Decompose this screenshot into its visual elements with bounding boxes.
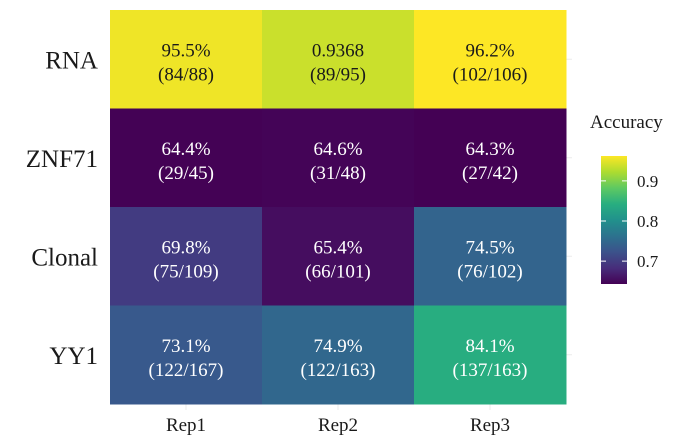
y-axis: RNA ZNF71 Clonal YY1 [26, 47, 98, 370]
cell-count-label: (102/106) [453, 64, 528, 85]
cell-count-label: (31/48) [310, 163, 366, 184]
legend-title: Accuracy [590, 112, 663, 133]
cell-value-label: 84.1% [465, 336, 514, 357]
cell-value-label: 74.5% [465, 237, 514, 258]
heatmap-cell [262, 207, 415, 306]
cell-count-label: (76/102) [457, 261, 522, 282]
legend-tick-label: 0.7 [637, 252, 659, 271]
cell-value-label: 73.1% [161, 336, 210, 357]
cell-value-label: 69.8% [161, 237, 210, 258]
heatmap-cell [262, 10, 415, 109]
cell-value-label: 0.9368 [312, 40, 364, 61]
heatmap-cell [262, 108, 415, 208]
cell-value-label: 74.9% [313, 336, 362, 357]
x-axis: Rep1 Rep2 Rep3 [166, 415, 510, 436]
cell-count-label: (84/88) [158, 64, 214, 85]
heatmap-cell [414, 305, 567, 405]
x-tick-label: Rep2 [318, 415, 358, 436]
cell-count-label: (122/167) [149, 360, 224, 381]
legend-colorbar [601, 156, 627, 284]
heatmap-cell [414, 207, 567, 306]
cell-count-label: (66/101) [305, 261, 370, 282]
heatmap-cell [414, 10, 567, 109]
color-legend: Accuracy 0.7 0.8 0.9 [590, 112, 663, 284]
x-tick-label: Rep3 [470, 415, 510, 436]
cell-value-label: 96.2% [465, 40, 514, 61]
heatmap-cell [110, 305, 263, 405]
cell-value-label: 64.3% [465, 139, 514, 160]
heatmap-cell [262, 305, 415, 405]
cell-count-label: (27/42) [462, 163, 518, 184]
legend-tick-label: 0.9 [637, 172, 658, 191]
legend-tick-label: 0.8 [637, 212, 658, 231]
heatmap-cell [110, 207, 263, 306]
cell-value-label: 65.4% [313, 237, 362, 258]
cell-count-label: (89/95) [310, 64, 366, 85]
x-tick-label: Rep1 [166, 415, 206, 436]
cell-value-label: 95.5% [161, 40, 210, 61]
cell-value-label: 64.4% [161, 139, 210, 160]
y-tick-label: RNA [45, 47, 98, 74]
cell-count-label: (75/109) [153, 261, 218, 282]
heatmap-cell [110, 10, 263, 109]
y-tick-label: ZNF71 [26, 146, 98, 173]
heatmap-cell [414, 108, 567, 208]
heatmap-cell [110, 108, 263, 208]
cell-count-label: (122/163) [301, 360, 376, 381]
heatmap-cells: 95.5% (84/88) 0.9368 (89/95) 96.2% (102/106) 6… [110, 10, 567, 405]
cell-value-label: 64.6% [313, 139, 362, 160]
y-tick-label: YY1 [49, 343, 98, 370]
cell-count-label: (29/45) [158, 163, 214, 184]
y-tick-label: Clonal [31, 244, 98, 271]
cell-count-label: (137/163) [453, 360, 528, 381]
